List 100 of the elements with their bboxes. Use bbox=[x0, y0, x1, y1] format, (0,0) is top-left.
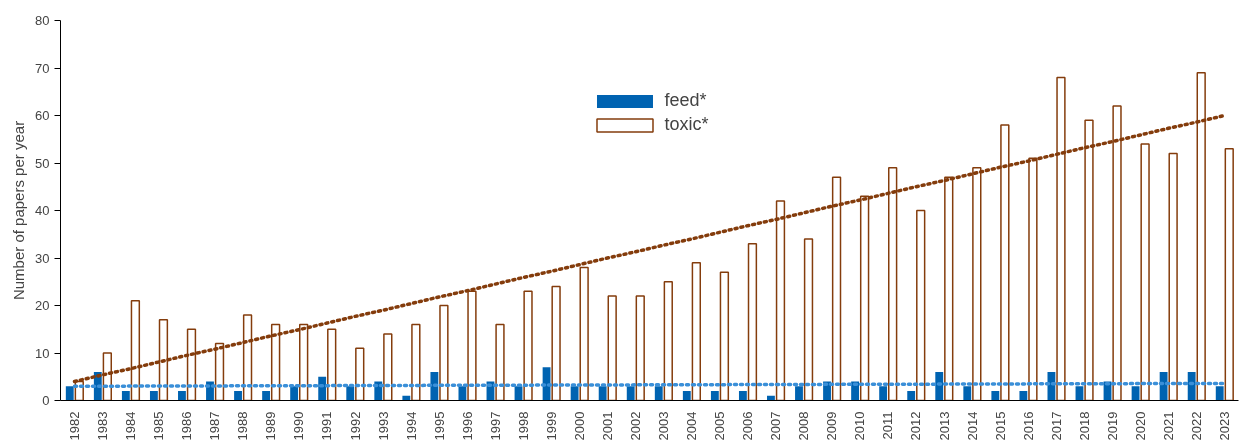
x-tick-label: 1986 bbox=[179, 411, 195, 441]
x-tick-label: 2021 bbox=[1160, 411, 1176, 441]
x-tick-label: 2003 bbox=[656, 411, 672, 441]
bar bbox=[719, 271, 730, 401]
x-tick-label: 2005 bbox=[712, 411, 728, 441]
x-tick-label: 2015 bbox=[992, 411, 1008, 441]
x-tick-label: 2008 bbox=[796, 411, 812, 441]
y-tick-label: 20 bbox=[35, 298, 50, 313]
bar bbox=[879, 386, 888, 401]
x-tick-label: 2000 bbox=[571, 411, 587, 441]
bar bbox=[747, 243, 758, 401]
bar bbox=[290, 386, 299, 401]
bar bbox=[411, 323, 421, 401]
bar bbox=[607, 295, 617, 401]
y-tick-label: 60 bbox=[35, 108, 50, 123]
legend-label: toxic* bbox=[664, 114, 709, 135]
y-tick-label: 40 bbox=[35, 203, 50, 218]
bar bbox=[327, 328, 337, 401]
bar bbox=[346, 386, 355, 401]
y-tick-label: 0 bbox=[42, 393, 50, 408]
x-tick-label: 2012 bbox=[908, 411, 924, 441]
bar bbox=[1019, 391, 1028, 401]
bar bbox=[1215, 386, 1224, 401]
x-tick-label: 2006 bbox=[740, 411, 756, 441]
bar bbox=[121, 391, 130, 401]
x-tick-label: 1993 bbox=[375, 411, 391, 441]
bar bbox=[663, 281, 673, 401]
x-tick-label: 2002 bbox=[627, 411, 643, 441]
y-tick-label: 50 bbox=[35, 155, 50, 171]
x-tick-label: 2017 bbox=[1048, 411, 1064, 441]
bar bbox=[654, 386, 663, 401]
bar bbox=[710, 391, 719, 401]
x-tick-label: 1987 bbox=[207, 411, 223, 441]
x-tick-label: 2016 bbox=[1020, 411, 1036, 441]
bar bbox=[523, 290, 533, 401]
x-tick-label: 1989 bbox=[263, 411, 279, 441]
bar bbox=[1168, 152, 1178, 401]
bar bbox=[439, 304, 449, 401]
bar bbox=[570, 386, 579, 401]
x-tick-label: 1996 bbox=[459, 411, 475, 441]
bar bbox=[907, 391, 916, 401]
x-tick-label: 1998 bbox=[515, 411, 531, 441]
x-tick-label: 2019 bbox=[1104, 411, 1120, 441]
bar bbox=[935, 372, 944, 401]
x-tick-label: 2022 bbox=[1188, 411, 1204, 441]
x-tick-label: 2010 bbox=[852, 411, 868, 441]
bar bbox=[1159, 372, 1168, 401]
x-tick-label: 1988 bbox=[235, 411, 251, 441]
x-tick-label: 1995 bbox=[431, 411, 447, 441]
bar bbox=[803, 238, 814, 401]
x-tick-label: 1992 bbox=[347, 411, 363, 441]
x-tick-label: 1982 bbox=[67, 411, 83, 441]
y-axis-title: Number of papers per year bbox=[10, 120, 28, 301]
x-tick-label: 1985 bbox=[151, 411, 167, 441]
x-tick-label: 2023 bbox=[1216, 411, 1232, 441]
bar bbox=[149, 391, 158, 401]
bar bbox=[262, 391, 271, 401]
x-tick-label: 1997 bbox=[487, 411, 503, 441]
x-tick-label: 1991 bbox=[319, 411, 335, 441]
bar bbox=[682, 391, 691, 401]
x-tick-label: 2014 bbox=[964, 411, 980, 441]
x-tick-label: 2004 bbox=[684, 411, 700, 441]
bar bbox=[626, 386, 635, 401]
bar bbox=[458, 386, 467, 401]
y-tick-label: 80 bbox=[35, 13, 50, 28]
x-tick-label: 2020 bbox=[1132, 411, 1148, 441]
bar bbox=[991, 391, 1000, 401]
bar bbox=[916, 209, 926, 401]
y-tick-label: 70 bbox=[35, 60, 50, 76]
bar bbox=[1140, 143, 1150, 401]
y-tick-label: 10 bbox=[35, 345, 50, 361]
bar bbox=[1224, 148, 1234, 401]
x-tick-label: 2009 bbox=[824, 411, 840, 441]
bar bbox=[738, 391, 747, 401]
bar bbox=[234, 391, 242, 401]
y-tick-label: 30 bbox=[35, 250, 50, 266]
x-tick-label: 1990 bbox=[291, 411, 307, 441]
bar bbox=[598, 386, 607, 401]
x-tick-label: 1994 bbox=[403, 411, 419, 441]
bar bbox=[495, 323, 505, 401]
bar bbox=[551, 285, 561, 401]
bar bbox=[963, 386, 972, 401]
bar bbox=[65, 386, 74, 401]
x-tick-label: 1999 bbox=[543, 411, 559, 441]
bar bbox=[430, 372, 439, 401]
x-tick-label: 2007 bbox=[768, 411, 784, 441]
x-tick-label: 2011 bbox=[880, 411, 896, 440]
bar bbox=[691, 262, 702, 401]
legend-label: feed* bbox=[664, 90, 707, 111]
x-tick-label: 2018 bbox=[1076, 411, 1092, 441]
x-tick-label: 2001 bbox=[599, 411, 615, 441]
x-tick-label: 1983 bbox=[95, 411, 111, 441]
bar bbox=[635, 295, 645, 401]
bar bbox=[795, 386, 803, 401]
bar bbox=[178, 391, 186, 401]
x-tick-label: 2013 bbox=[936, 411, 952, 441]
bar bbox=[383, 333, 393, 401]
bar bbox=[1187, 372, 1196, 401]
bar bbox=[355, 347, 365, 401]
x-tick-label: 1984 bbox=[123, 411, 139, 441]
